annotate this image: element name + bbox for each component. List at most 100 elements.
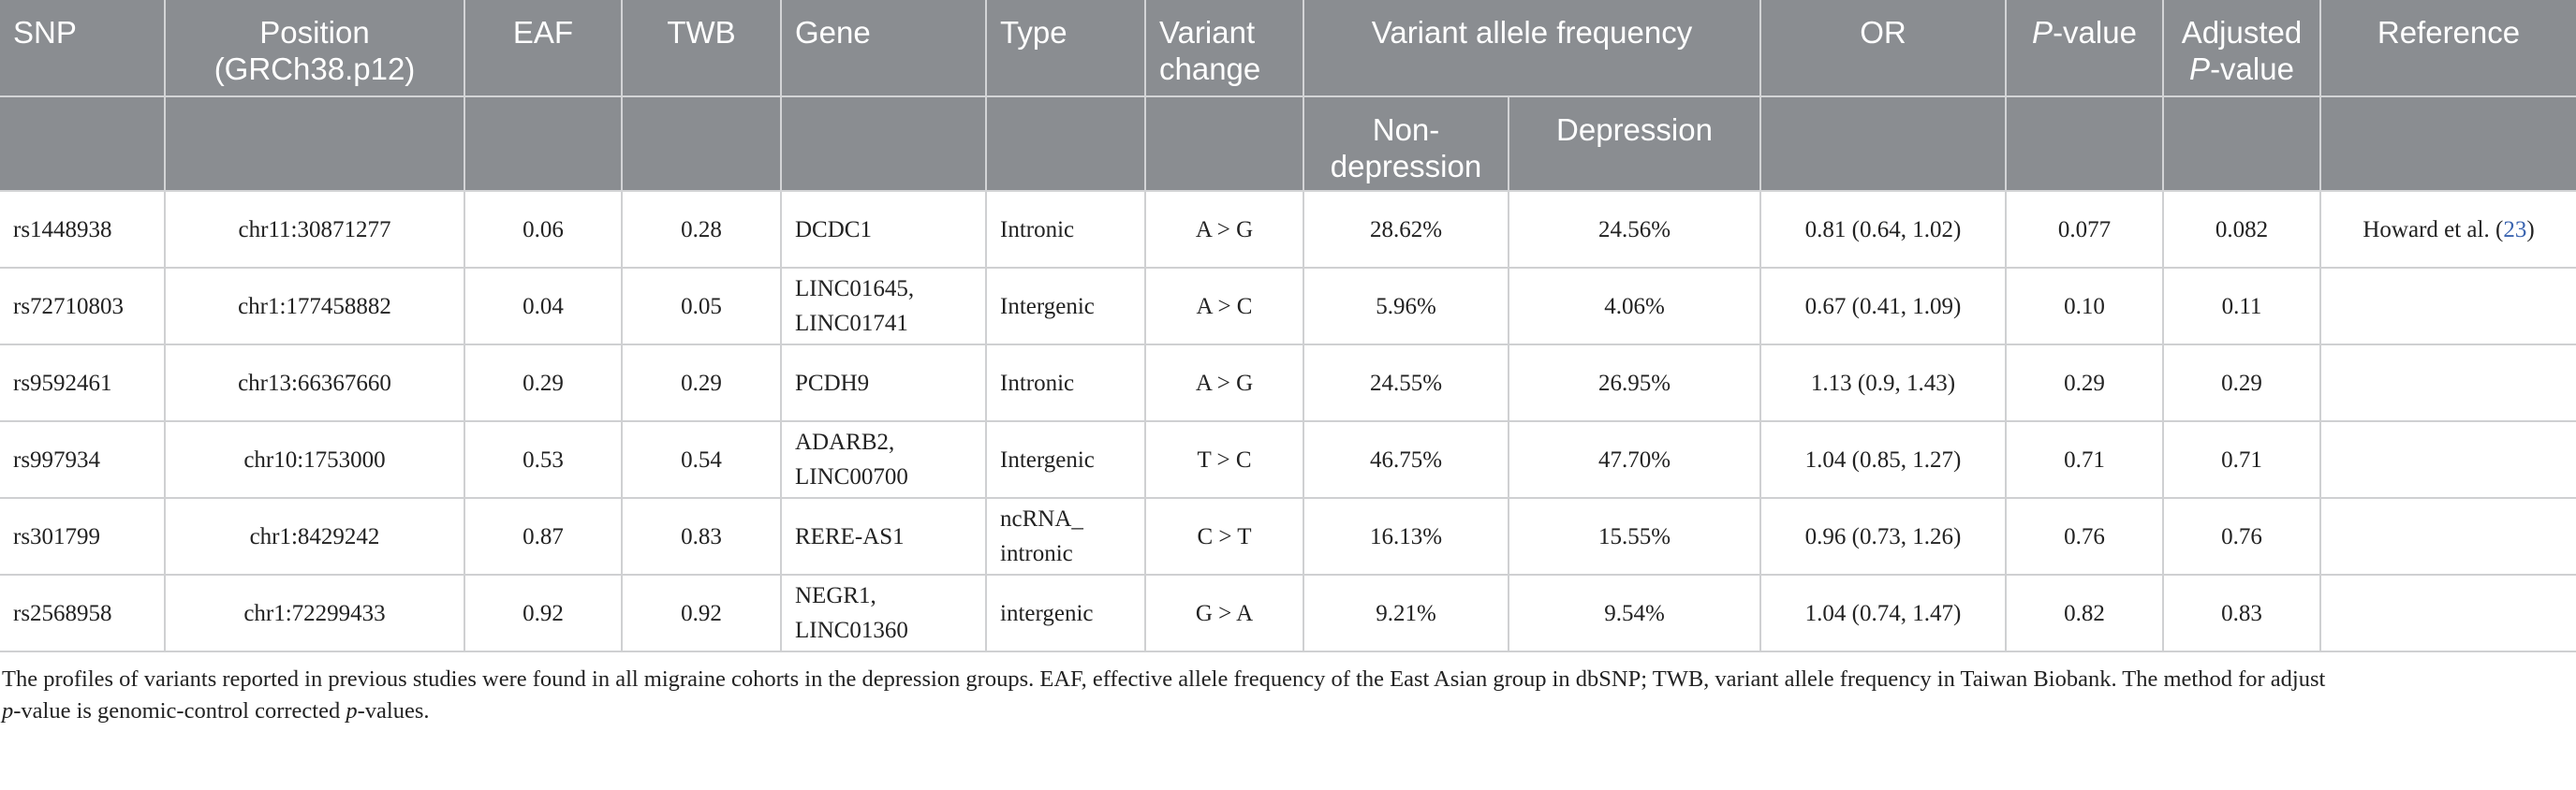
table-row: rs2568958 chr1:72299433 0.92 0.92 NEGR1,… xyxy=(0,575,2576,652)
footnote-line1: The profiles of variants reported in pre… xyxy=(2,666,2326,692)
header-adjusted-pvalue: Adjusted P-value xyxy=(2163,0,2321,97)
cell-eaf: 0.53 xyxy=(464,421,623,499)
cell-non-depression: 5.96% xyxy=(1303,268,1509,345)
header-blank-gene xyxy=(781,96,987,192)
reference-link[interactable]: 23 xyxy=(2503,216,2527,242)
cell-snp: rs1448938 xyxy=(0,191,166,269)
header-blank-type xyxy=(986,96,1146,192)
cell-non-depression: 46.75% xyxy=(1303,421,1509,499)
header-pvalue-italic-p: P xyxy=(2032,15,2053,50)
cell-pvalue: 0.29 xyxy=(2006,344,2164,422)
cell-type-line1: Intronic xyxy=(1000,216,1075,242)
cell-depression: 15.55% xyxy=(1509,498,1761,576)
cell-eaf: 0.06 xyxy=(464,191,623,269)
cell-position: chr1:72299433 xyxy=(165,575,465,652)
cell-or: 1.04 (0.85, 1.27) xyxy=(1760,421,2007,499)
cell-twb: 0.92 xyxy=(622,575,782,652)
cell-twb: 0.54 xyxy=(622,421,782,499)
header-pvalue: P-value xyxy=(2006,0,2164,97)
cell-position: chr11:30871277 xyxy=(165,191,465,269)
cell-eaf: 0.29 xyxy=(464,344,623,422)
reference-close: ) xyxy=(2526,216,2535,242)
cell-reference xyxy=(2320,268,2576,345)
cell-adjusted-pvalue: 0.71 xyxy=(2163,421,2321,499)
header-snp: SNP xyxy=(0,0,166,97)
header-or: OR xyxy=(1760,0,2007,97)
footnote-italic-p2: p xyxy=(346,698,358,724)
header-blank-adjusted xyxy=(2163,96,2321,192)
cell-snp: rs997934 xyxy=(0,421,166,499)
cell-adjusted-pvalue: 0.83 xyxy=(2163,575,2321,652)
header-non-depression-line1: Non- xyxy=(1372,112,1440,147)
cell-pvalue: 0.76 xyxy=(2006,498,2164,576)
header-reference-label: Reference xyxy=(2377,15,2521,50)
cell-type: Intronic xyxy=(986,344,1146,422)
cell-gene: ADARB2, LINC00700 xyxy=(781,421,987,499)
header-blank-eaf xyxy=(464,96,623,192)
cell-gene-line1: PCDH9 xyxy=(795,370,870,396)
cell-gene-line2: LINC01741 xyxy=(795,311,908,336)
cell-type: intergenic xyxy=(986,575,1146,652)
cell-gene: NEGR1, LINC01360 xyxy=(781,575,987,652)
cell-type-line1: intergenic xyxy=(1000,600,1094,626)
cell-gene-line1: LINC01645, xyxy=(795,276,915,301)
cell-type-line1: Intergenic xyxy=(1000,446,1095,473)
cell-reference: Howard et al. (23) xyxy=(2320,191,2576,269)
cell-reference xyxy=(2320,575,2576,652)
table-body: rs1448938 chr11:30871277 0.06 0.28 DCDC1… xyxy=(0,191,2576,652)
table-footnote: The profiles of variants reported in pre… xyxy=(0,652,2576,727)
header-blank-reference xyxy=(2320,96,2576,192)
header-non-depression-line2: depression xyxy=(1330,149,1482,183)
cell-type: Intergenic xyxy=(986,421,1146,499)
cell-twb: 0.29 xyxy=(622,344,782,422)
cell-position: chr13:66367660 xyxy=(165,344,465,422)
cell-type-line2: intronic xyxy=(1000,541,1073,566)
cell-eaf: 0.92 xyxy=(464,575,623,652)
header-twb-label: TWB xyxy=(667,15,736,50)
cell-gene: RERE-AS1 xyxy=(781,498,987,576)
cell-or: 0.81 (0.64, 1.02) xyxy=(1760,191,2007,269)
cell-type-line1: Intergenic xyxy=(1000,293,1095,319)
cell-non-depression: 24.55% xyxy=(1303,344,1509,422)
cell-depression: 9.54% xyxy=(1509,575,1761,652)
cell-depression: 26.95% xyxy=(1509,344,1761,422)
table-row: rs997934 chr10:1753000 0.53 0.54 ADARB2,… xyxy=(0,421,2576,499)
cell-variant-change: C > T xyxy=(1145,498,1304,576)
header-depression: Depression xyxy=(1509,96,1761,192)
header-position-line1: Position xyxy=(259,15,370,50)
cell-type: ncRNA_ intronic xyxy=(986,498,1146,576)
cell-non-depression: 16.13% xyxy=(1303,498,1509,576)
cell-reference xyxy=(2320,498,2576,576)
cell-or: 1.04 (0.74, 1.47) xyxy=(1760,575,2007,652)
header-variant-allele-frequency: Variant allele frequency xyxy=(1303,0,1761,97)
header-variant-change-line1: Variant xyxy=(1159,15,1256,50)
cell-pvalue: 0.82 xyxy=(2006,575,2164,652)
header-variant-change: Variant change xyxy=(1145,0,1304,97)
cell-snp: rs9592461 xyxy=(0,344,166,422)
cell-position: chr10:1753000 xyxy=(165,421,465,499)
table-figure: SNP Position (GRCh38.p12) EAF TWB Gene Ty… xyxy=(0,0,2576,727)
cell-variant-change: A > G xyxy=(1145,344,1304,422)
cell-adjusted-pvalue: 0.082 xyxy=(2163,191,2321,269)
cell-or: 0.96 (0.73, 1.26) xyxy=(1760,498,2007,576)
table-row: rs72710803 chr1:177458882 0.04 0.05 LINC… xyxy=(0,268,2576,345)
header-reference: Reference xyxy=(2320,0,2576,97)
cell-twb: 0.28 xyxy=(622,191,782,269)
header-blank-position xyxy=(165,96,465,192)
footnote-end: -values. xyxy=(357,698,430,724)
cell-eaf: 0.04 xyxy=(464,268,623,345)
header-non-depression: Non-depression xyxy=(1303,96,1509,192)
table-row: rs1448938 chr11:30871277 0.06 0.28 DCDC1… xyxy=(0,191,2576,269)
cell-gene: LINC01645, LINC01741 xyxy=(781,268,987,345)
header-position-line2: (GRCh38.p12) xyxy=(213,51,416,86)
header-type: Type xyxy=(986,0,1146,97)
header-variant-change-line2: change xyxy=(1159,51,1261,86)
header-type-label: Type xyxy=(1000,15,1067,50)
footnote-italic-p1: p xyxy=(2,698,14,724)
cell-eaf: 0.87 xyxy=(464,498,623,576)
cell-pvalue: 0.077 xyxy=(2006,191,2164,269)
cell-depression: 4.06% xyxy=(1509,268,1761,345)
header-eaf-label: EAF xyxy=(512,15,574,50)
cell-gene-line1: NEGR1, xyxy=(795,583,876,608)
cell-pvalue: 0.71 xyxy=(2006,421,2164,499)
